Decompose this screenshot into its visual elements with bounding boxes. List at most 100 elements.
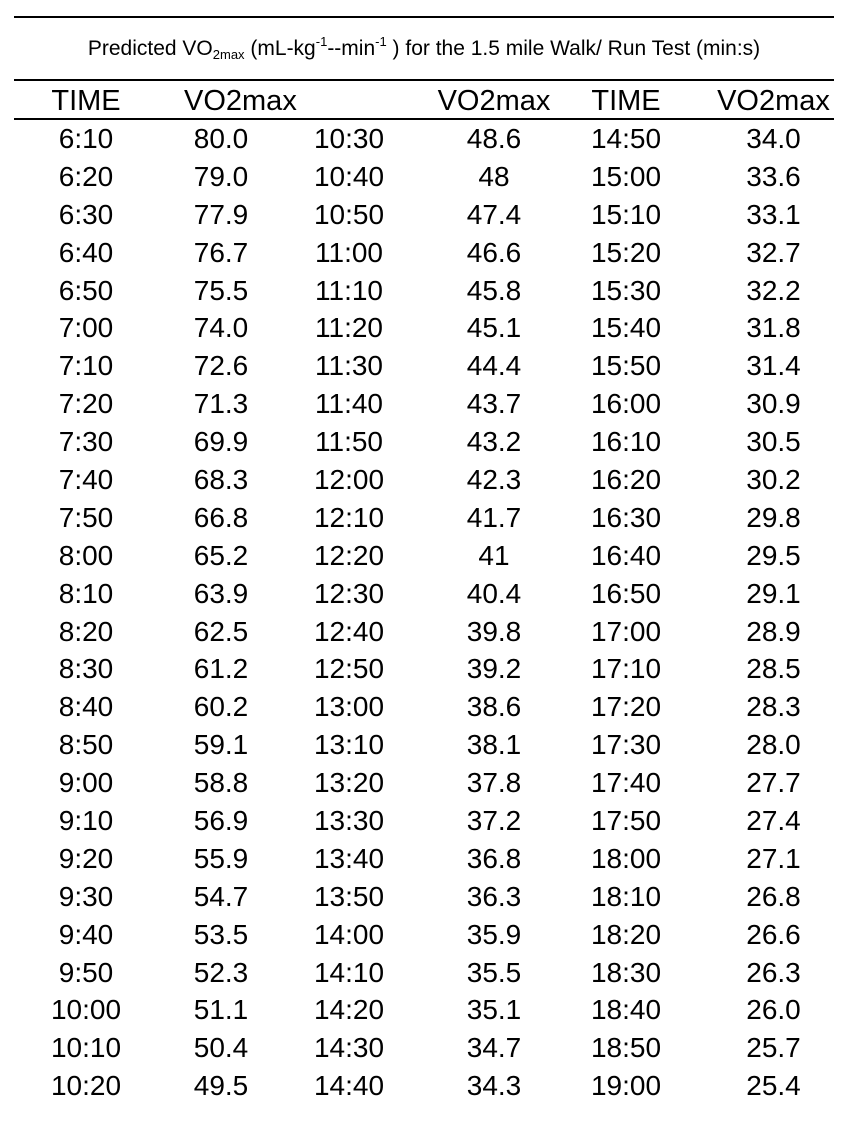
cell-time-1: 8:10 [58,577,114,609]
cell-time-2: 14:40 [313,1070,385,1102]
cell-vo2max-2: 39.2 [466,653,522,685]
cell-vo2max-2: 40.4 [466,577,522,609]
table-row: 6:30 77.9 10:50 47.4 15:10 33.1 [0,196,855,234]
cell-time-2: 12:50 [313,653,385,685]
cell-vo2max-3: 27.4 [746,805,801,837]
cell-time-1: 9:00 [58,767,114,799]
cell-vo2max-3: 25.4 [746,1070,801,1102]
cell-time-2: 10:50 [313,198,385,230]
cell-vo2max-1: 72.6 [193,350,249,382]
table-row: 7:10 72.6 11:30 44.4 15:50 31.4 [0,347,855,385]
cell-vo2max-1: 56.9 [193,805,249,837]
table-row: 9:40 53.5 14:00 35.9 18:20 26.6 [0,916,855,954]
cell-time-2: 13:30 [313,805,385,837]
cell-time-1: 8:50 [58,729,114,761]
cell-vo2max-3: 26.8 [746,880,801,912]
cell-vo2max-2: 37.2 [466,805,522,837]
cell-time-2: 11:50 [315,426,383,458]
table-row: 8:00 65.2 12:20 41 16:40 29.5 [0,537,855,575]
cell-vo2max-2: 34.3 [466,1070,522,1102]
cell-time-1: 9:20 [58,842,114,874]
cell-time-3: 16:40 [590,539,662,571]
cell-time-1: 7:40 [58,464,114,496]
cell-time-3: 18:50 [590,1032,662,1064]
cell-time-2: 11:00 [315,236,383,268]
table-row: 7:00 74.0 11:20 45.1 15:40 31.8 [0,309,855,347]
cell-vo2max-3: 28.3 [746,691,801,723]
cell-vo2max-3: 29.5 [746,539,801,571]
cell-vo2max-2: 35.5 [466,956,522,988]
header-time-1: TIME [51,85,121,117]
caption-units-2: --min [327,37,376,60]
cell-vo2max-1: 52.3 [193,956,249,988]
cell-time-2: 11:20 [315,312,383,344]
cell-time-3: 15:00 [590,160,662,192]
cell-time-2: 14:30 [313,1032,385,1064]
cell-time-2: 12:40 [313,615,385,647]
top-rule [14,16,834,18]
cell-vo2max-3: 34.0 [746,123,801,154]
cell-vo2max-1: 51.1 [193,994,249,1026]
cell-time-3: 17:30 [590,729,662,761]
cell-vo2max-1: 80.0 [193,123,249,154]
cell-vo2max-3: 29.8 [746,501,801,533]
cell-vo2max-1: 76.7 [193,236,249,268]
cell-time-3: 17:00 [590,615,662,647]
cell-vo2max-1: 68.3 [193,464,249,496]
cell-vo2max-2: 48.6 [466,123,522,154]
cell-vo2max-1: 53.5 [193,918,249,950]
table-header-row: TIME VO2max VO2max TIME VO2max [0,84,855,118]
table-row: 8:40 60.2 13:00 38.6 17:20 28.3 [0,688,855,726]
cell-time-2: 13:20 [313,767,385,799]
cell-time-1: 6:30 [58,198,114,230]
cell-vo2max-2: 48 [478,160,510,192]
cell-vo2max-2: 34.7 [466,1032,522,1064]
cell-time-1: 8:30 [58,653,114,685]
cell-time-3: 18:40 [590,994,662,1026]
cell-time-1: 7:00 [58,312,114,344]
cell-time-1: 10:10 [50,1032,122,1064]
cell-time-2: 13:40 [313,842,385,874]
caption-superscript-1: -1 [315,34,328,49]
cell-vo2max-3: 28.0 [746,729,801,761]
cell-vo2max-2: 38.6 [466,691,522,723]
cell-time-2: 11:40 [315,388,383,420]
cell-vo2max-2: 41 [478,539,510,571]
cell-vo2max-2: 36.8 [466,842,522,874]
cell-vo2max-2: 45.1 [466,312,522,344]
cell-vo2max-1: 77.9 [193,198,249,230]
caption-superscript-2: -1 [375,34,387,49]
cell-time-3: 17:20 [590,691,662,723]
header-vo2max-1: VO2max [184,85,297,117]
cell-time-1: 6:20 [58,160,114,192]
cell-vo2max-2: 47.4 [466,198,522,230]
cell-time-3: 17:50 [590,805,662,837]
cell-time-2: 14:10 [313,956,385,988]
cell-time-3: 15:10 [590,198,662,230]
cell-vo2max-3: 31.8 [746,312,801,344]
cell-time-3: 19:00 [590,1070,662,1102]
cell-time-3: 14:50 [590,123,662,154]
cell-vo2max-3: 25.7 [746,1032,801,1064]
table-row: 9:00 58.8 13:20 37.8 17:40 27.7 [0,764,855,802]
cell-time-3: 16:50 [590,577,662,609]
cell-time-1: 6:50 [58,274,114,306]
cell-time-1: 10:20 [50,1070,122,1102]
cell-time-3: 16:20 [590,464,662,496]
table-row: 10:00 51.1 14:20 35.1 18:40 26.0 [0,991,855,1029]
cell-vo2max-1: 79.0 [193,160,249,192]
table-row: 9:50 52.3 14:10 35.5 18:30 26.3 [0,954,855,992]
header-bottom-rule [14,118,834,120]
header-vo2max-2: VO2max [437,85,551,117]
cell-time-3: 16:00 [590,388,662,420]
cell-time-1: 6:10 [58,123,114,154]
cell-vo2max-1: 62.5 [193,615,249,647]
cell-vo2max-3: 26.6 [746,918,801,950]
table-row: 7:40 68.3 12:00 42.3 16:20 30.2 [0,461,855,499]
cell-time-1: 7:20 [58,388,114,420]
cell-time-1: 8:40 [58,691,114,723]
table-caption: Predicted VO2max (mL-kg-1--min-1 ) for t… [14,18,834,66]
cell-vo2max-3: 32.7 [746,236,801,268]
cell-time-1: 7:10 [58,350,114,382]
cell-vo2max-1: 63.9 [193,577,249,609]
